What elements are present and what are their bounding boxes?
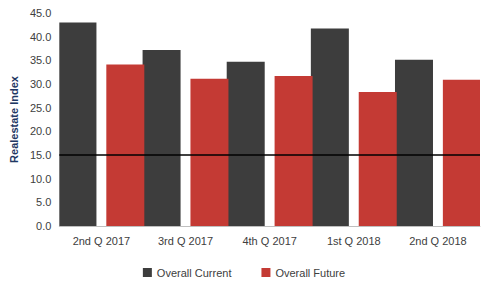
svg-text:45.0: 45.0	[30, 7, 51, 19]
svg-text:Overall Current: Overall Current	[157, 267, 232, 279]
svg-text:15.0: 15.0	[30, 149, 51, 161]
svg-text:Realestate Index: Realestate Index	[8, 75, 20, 163]
svg-text:35.0: 35.0	[30, 54, 51, 66]
svg-text:Overall Future: Overall Future	[275, 267, 345, 279]
svg-text:1st Q 2018: 1st Q 2018	[327, 235, 381, 247]
svg-text:2nd Q 2017: 2nd Q 2017	[73, 235, 130, 247]
svg-text:10.0: 10.0	[30, 173, 51, 185]
svg-text:3rd Q 2017: 3rd Q 2017	[158, 235, 213, 247]
svg-text:30.0: 30.0	[30, 78, 51, 90]
svg-text:2nd Q 2018: 2nd Q 2018	[409, 235, 467, 247]
svg-text:25.0: 25.0	[30, 102, 51, 114]
svg-text:0.0: 0.0	[36, 220, 51, 232]
svg-text:20.0: 20.0	[30, 125, 51, 137]
svg-text:4th Q 2017: 4th Q 2017	[242, 235, 296, 247]
svg-text:5.0: 5.0	[36, 196, 51, 208]
svg-text:40.0: 40.0	[30, 31, 51, 43]
